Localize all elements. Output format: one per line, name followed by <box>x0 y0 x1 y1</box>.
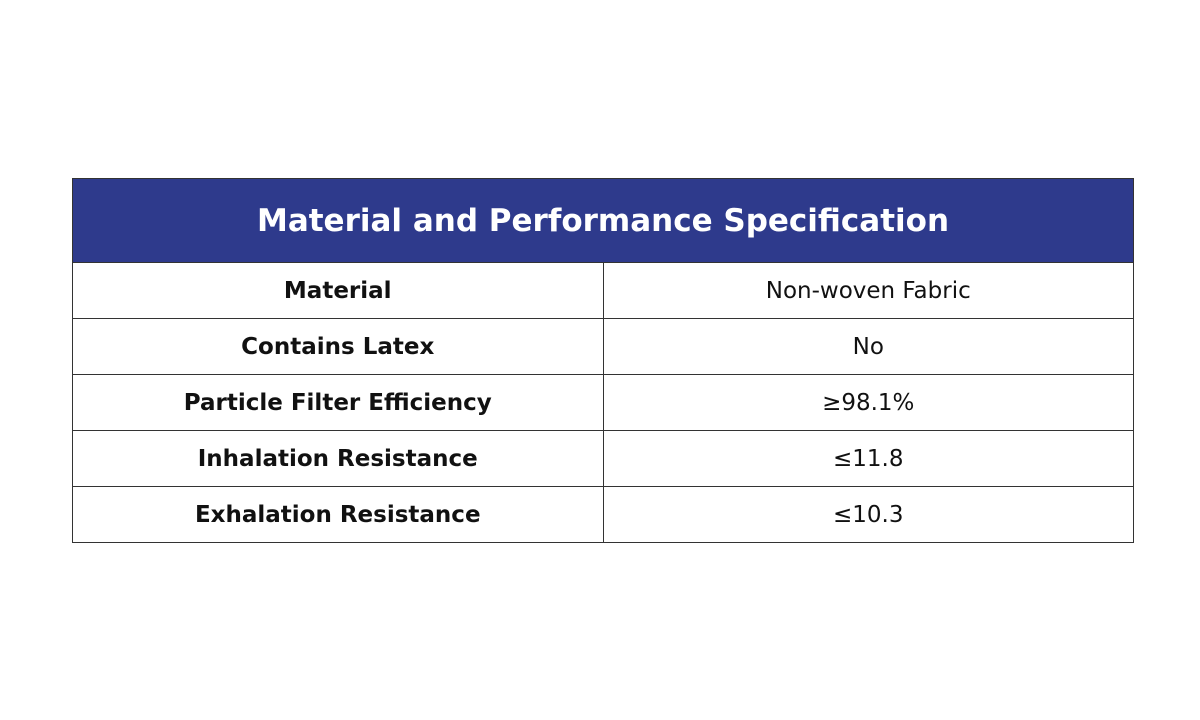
spec-value: ≤11.8 <box>602 430 1134 487</box>
table-body: Material Non-woven Fabric Contains Latex No… <box>72 262 1134 543</box>
spec-table: Material and Performance Specification M… <box>72 178 1134 543</box>
spec-value: ≤10.3 <box>602 486 1134 543</box>
spec-value: ≥98.1% <box>602 374 1134 431</box>
spec-label: Exhalation Resistance <box>72 486 604 543</box>
spec-label: Particle Filter Efficiency <box>72 374 604 431</box>
spec-label: Inhalation Resistance <box>72 430 604 487</box>
spec-row: Contains Latex No <box>72 318 1134 375</box>
spec-row: Exhalation Resistance ≤10.3 <box>72 486 1134 543</box>
spec-label: Contains Latex <box>72 318 604 375</box>
spec-label: Material <box>72 262 604 319</box>
spec-value: No <box>602 318 1134 375</box>
table-title: Material and Performance Specification <box>72 178 1134 263</box>
header-row: Material and Performance Specification <box>72 178 1134 263</box>
spec-row: Inhalation Resistance ≤11.8 <box>72 430 1134 487</box>
spec-row: Material Non-woven Fabric <box>72 262 1134 319</box>
spec-value: Non-woven Fabric <box>602 262 1134 319</box>
spec-row: Particle Filter Efficiency ≥98.1% <box>72 374 1134 431</box>
